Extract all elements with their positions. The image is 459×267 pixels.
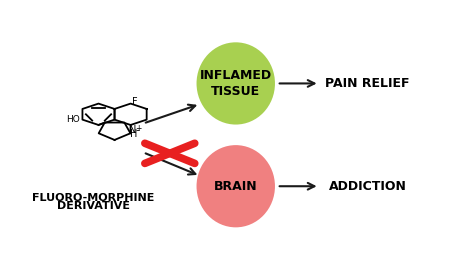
Text: DERIVATIVE: DERIVATIVE — [56, 201, 129, 211]
Ellipse shape — [196, 42, 274, 124]
Text: H: H — [129, 129, 137, 139]
Text: ADDICTION: ADDICTION — [328, 180, 406, 193]
Text: PAIN RELIEF: PAIN RELIEF — [325, 77, 409, 90]
Text: INFLAMED
TISSUE: INFLAMED TISSUE — [199, 69, 271, 98]
Text: BRAIN: BRAIN — [213, 180, 257, 193]
Text: F: F — [132, 97, 137, 107]
Ellipse shape — [196, 145, 274, 227]
Text: -: - — [135, 125, 139, 136]
Text: HO: HO — [67, 115, 80, 124]
Text: N: N — [129, 125, 136, 135]
Text: FLUORO-MORPHINE: FLUORO-MORPHINE — [32, 193, 154, 203]
Text: +: + — [135, 124, 141, 133]
